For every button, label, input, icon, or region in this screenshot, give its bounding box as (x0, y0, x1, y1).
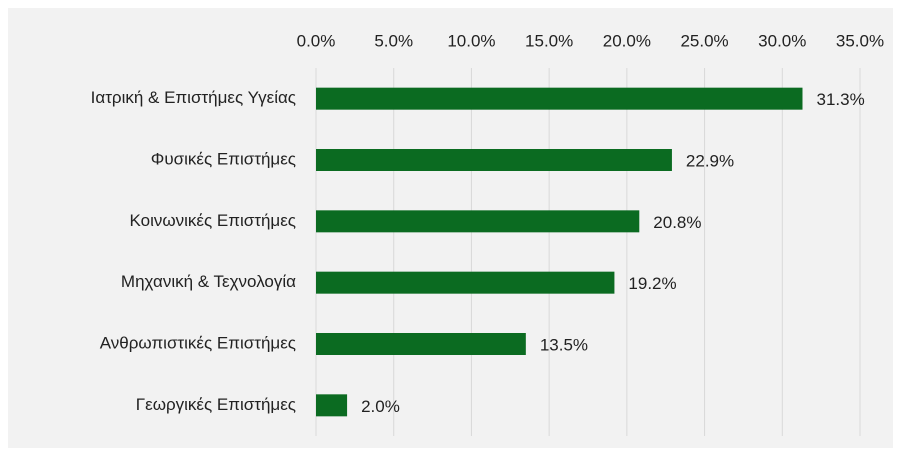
x-tick-label: 5.0% (374, 31, 413, 50)
value-label: 13.5% (540, 335, 588, 354)
value-label: 22.9% (686, 151, 734, 170)
value-label: 2.0% (361, 397, 400, 416)
y-tick-label: Ιατρική & Επιστήμες Υγείας (91, 88, 296, 107)
bar (316, 271, 615, 294)
y-tick-label: Ανθρωπιστικές Επιστήμες (100, 333, 296, 352)
x-tick-label: 30.0% (758, 31, 806, 50)
x-tick-label: 10.0% (447, 31, 495, 50)
x-tick-label: 0.0% (297, 31, 336, 50)
x-tick-label: 35.0% (836, 31, 884, 50)
y-tick-label: Μηχανική & Τεχνολογία (121, 272, 296, 291)
y-tick-label: Κοινωνικές Επιστήμες (130, 211, 296, 230)
bar (316, 333, 526, 355)
y-tick-label: Φυσικές Επιστήμες (151, 149, 296, 168)
bar (316, 210, 640, 233)
bar (316, 149, 672, 171)
bar (316, 394, 348, 417)
x-tick-label: 15.0% (525, 31, 573, 50)
value-label: 19.2% (628, 274, 676, 293)
value-label: 31.3% (816, 90, 864, 109)
bar (316, 87, 803, 110)
x-tick-label: 20.0% (603, 31, 651, 50)
y-tick-label: Γεωργικές Επιστήμες (136, 395, 296, 414)
x-tick-label: 25.0% (680, 31, 728, 50)
value-label: 20.8% (653, 213, 701, 232)
